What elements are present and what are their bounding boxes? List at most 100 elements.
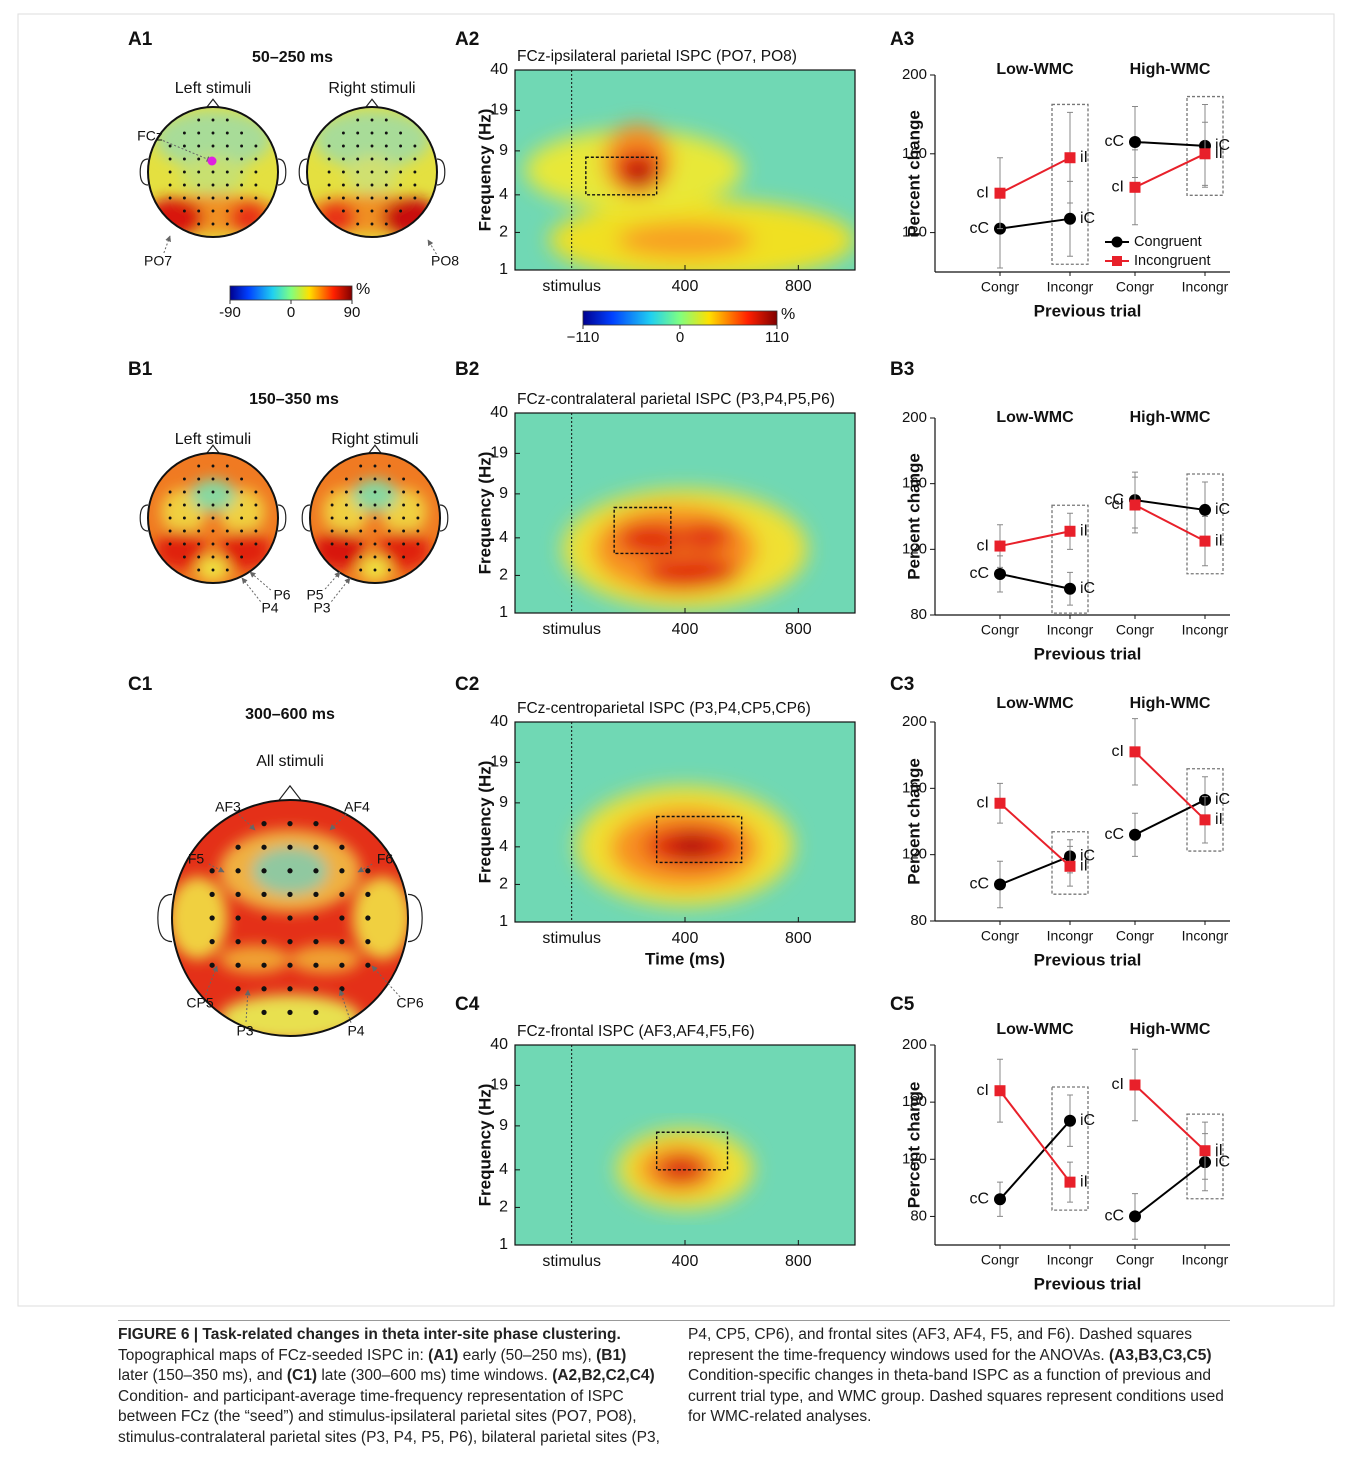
electrode	[168, 157, 172, 161]
electrode	[339, 844, 345, 850]
point-label: cC	[969, 565, 989, 582]
electrode	[225, 555, 229, 559]
condition-box	[1051, 504, 1089, 614]
electrode	[387, 503, 391, 507]
electrode	[168, 529, 172, 533]
caption-run: (A2,B2,C2,C4)	[552, 1367, 655, 1384]
point	[994, 540, 1006, 552]
electrode	[235, 891, 241, 898]
y-tick-label: 9	[499, 1117, 508, 1134]
y-tick-label: 40	[490, 61, 508, 78]
y-tick-label: 2	[499, 567, 508, 584]
point	[994, 1085, 1006, 1097]
electrode	[168, 183, 172, 187]
x-tick-label: Congr	[981, 622, 1019, 638]
panel-label: B1	[128, 359, 153, 380]
point-label: iI	[1215, 532, 1223, 549]
electrode	[240, 131, 244, 135]
electrode	[356, 209, 360, 213]
series-line	[1134, 799, 1206, 836]
electrode	[211, 144, 215, 148]
x-axis-label: Time (ms)	[645, 949, 725, 968]
electrode	[240, 170, 244, 174]
electrode	[209, 938, 215, 945]
topomap-blob	[219, 945, 290, 974]
topomap-blob	[381, 198, 437, 237]
electrode-pointer	[241, 577, 262, 602]
electrode	[197, 118, 201, 122]
electrode	[240, 490, 244, 494]
y-tick-label: 40	[490, 404, 508, 421]
panel-label: A1	[128, 29, 153, 50]
electrode-pointer	[208, 863, 225, 873]
chart-title: FCz-ipsilateral parietal ISPC (PO7, PO8)	[517, 48, 797, 65]
x-tick-label: Incongr	[1047, 622, 1094, 638]
x-tick-label: Congr	[1116, 1252, 1154, 1268]
electrode	[211, 131, 215, 135]
panel-label: C4	[455, 994, 480, 1015]
group-title: Low-WMC	[996, 409, 1074, 426]
electrode	[387, 464, 391, 468]
electrode	[359, 516, 363, 520]
electrode	[365, 962, 371, 968]
electrode-label: P6	[273, 587, 290, 603]
electrode	[211, 183, 215, 187]
head-nose	[206, 98, 220, 109]
electrode	[211, 196, 215, 200]
point-label: iC	[1215, 791, 1230, 808]
electrode	[330, 529, 334, 533]
electrode-pointer	[427, 239, 437, 255]
point	[1064, 212, 1076, 225]
electrode-pointer	[357, 863, 373, 873]
electrode	[211, 542, 215, 546]
series-line	[1134, 1161, 1206, 1218]
electrode	[225, 144, 229, 148]
point	[1129, 135, 1141, 148]
electrode	[330, 490, 334, 494]
topomap-blob	[352, 876, 408, 960]
point-label: cI	[977, 184, 989, 201]
point-label: cI	[1112, 743, 1124, 760]
point-label: cI	[977, 1082, 989, 1099]
electrode	[356, 196, 360, 200]
electrode	[261, 915, 267, 921]
point-label: cC	[1104, 826, 1124, 843]
electrode	[211, 209, 215, 213]
electrode	[399, 183, 403, 187]
panel-label: B3	[890, 359, 914, 380]
caption-run: (C1)	[286, 1367, 318, 1384]
electrode	[341, 196, 345, 200]
x-tick-label: stimulus	[542, 278, 601, 295]
y-tick-label: 4	[499, 1161, 508, 1178]
electrode	[373, 529, 377, 533]
point	[1064, 582, 1076, 595]
group-title: High-WMC	[1130, 1021, 1211, 1038]
map-title: All stimuli	[256, 753, 324, 770]
electrode	[254, 157, 258, 161]
y-tick-label: 4	[499, 529, 508, 546]
y-tick-label: 19	[490, 754, 508, 771]
electrode	[240, 157, 244, 161]
electrode	[197, 144, 201, 148]
electrode	[373, 542, 377, 546]
electrode	[384, 118, 388, 122]
condition-box	[1051, 1086, 1089, 1211]
electrode-label: CP6	[396, 995, 423, 1011]
electrode	[182, 529, 186, 533]
electrode	[182, 209, 186, 213]
point	[1129, 181, 1141, 193]
panel-label: A2	[455, 29, 479, 50]
electrode	[387, 516, 391, 520]
electrode	[341, 170, 345, 174]
electrode	[359, 477, 363, 481]
electrode	[313, 868, 319, 874]
electrode	[182, 144, 186, 148]
heatmap-blob	[617, 523, 685, 555]
electrode	[356, 157, 360, 161]
electrode	[344, 529, 348, 533]
x-tick-label: Incongr	[1047, 1252, 1094, 1268]
electrode	[211, 222, 215, 226]
seed-electrode	[207, 156, 217, 166]
electrode-label: P4	[347, 1023, 364, 1039]
electrode-pointer	[371, 965, 401, 998]
